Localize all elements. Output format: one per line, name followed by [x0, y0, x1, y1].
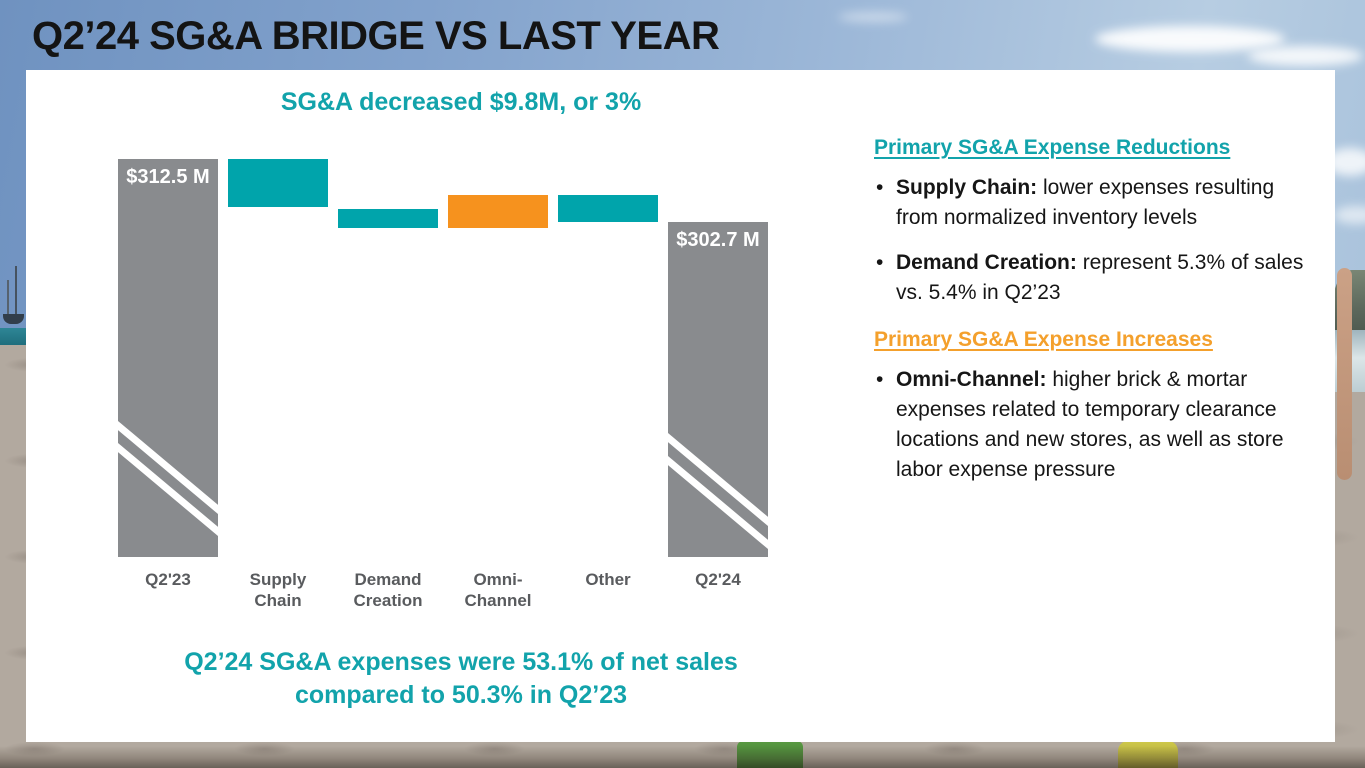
sailboat: [2, 266, 26, 330]
bullet-demand-creation: • Demand Creation: represent 5.3% of sal…: [874, 248, 1306, 308]
axis-label-omni-channel: Omni- Channel: [464, 570, 532, 610]
bullet-lead: Demand Creation:: [896, 251, 1077, 274]
bullet-marker: •: [876, 251, 884, 274]
axis-break-mark: [118, 438, 218, 541]
sailboat-mast: [15, 266, 17, 316]
bar-supply-chain: [228, 159, 328, 207]
cloud: [1248, 46, 1363, 66]
axis-label-supply-chain: Supply Chain: [249, 570, 307, 610]
increases-heading: Primary SG&A Expense Increases: [874, 328, 1213, 351]
bar-other: [558, 195, 658, 222]
bullet-lead: Omni-Channel:: [896, 368, 1047, 391]
sailboat-mast: [7, 280, 9, 316]
notes-panel: Primary SG&A Expense Reductions • Supply…: [874, 136, 1306, 500]
bullet-text: higher brick & mortar expenses related t…: [896, 368, 1284, 481]
axis-label-q2-23: Q2'23: [145, 570, 191, 589]
bullet-lead: Supply Chain:: [896, 176, 1038, 199]
axis-label-demand-creation: Demand Creation: [353, 570, 423, 610]
bar-omni-channel: [448, 195, 548, 228]
chart-footnote-line1: Q2’24 SG&A expenses were 53.1% of net sa…: [184, 648, 738, 676]
bar-q2-23: $312.5 M: [118, 159, 218, 557]
chart-footnote-line2: compared to 50.3% in Q2’23: [294, 681, 628, 709]
bar-q2-24: $302.7 M: [668, 222, 768, 557]
axis-break-mark: [668, 428, 768, 531]
bullet-omni-channel: • Omni-Channel: higher brick & mortar ex…: [874, 365, 1306, 485]
bar-demand-creation: [338, 209, 438, 228]
cloud: [1334, 206, 1365, 224]
reductions-heading: Primary SG&A Expense Reductions: [874, 136, 1231, 159]
bullet-marker: •: [876, 368, 884, 391]
content-card: SG&A decreased $9.8M, or 3% $312.5 M $30…: [26, 70, 1335, 742]
waterfall-chart: $312.5 M $302.7 M Q2'23 Supply Chain Dema…: [26, 70, 896, 742]
bullet-text: represent 5.3% of sales vs. 5.4% in Q2’2…: [896, 251, 1304, 304]
cloud: [1095, 26, 1285, 52]
axis-label-q2-24: Q2'24: [695, 570, 741, 589]
chart-subtitle: SG&A decreased $9.8M, or 3%: [280, 88, 642, 116]
axis-break-mark: [118, 416, 218, 519]
axis-break-mark: [668, 451, 768, 554]
bullet-supply-chain: • Supply Chain: lower expenses resulting…: [874, 173, 1306, 233]
axis-label-other: Other: [585, 570, 631, 589]
chart-footnote: Q2’24 SG&A expenses were 53.1% of net sa…: [26, 646, 896, 712]
sand-shadow: [0, 746, 1365, 768]
sea-strip: [0, 328, 26, 345]
bullet-marker: •: [876, 176, 884, 199]
bar-value-label: $302.7 M: [676, 229, 760, 251]
slide-title: Q2’24 SG&A BRIDGE VS LAST YEAR: [32, 14, 720, 58]
beach-person-leg: [1337, 268, 1352, 480]
sailboat-hull: [3, 314, 24, 324]
bullet-text: lower expenses resulting from normalized…: [896, 176, 1275, 229]
bar-value-label: $312.5 M: [126, 166, 210, 188]
cloud: [838, 12, 908, 22]
